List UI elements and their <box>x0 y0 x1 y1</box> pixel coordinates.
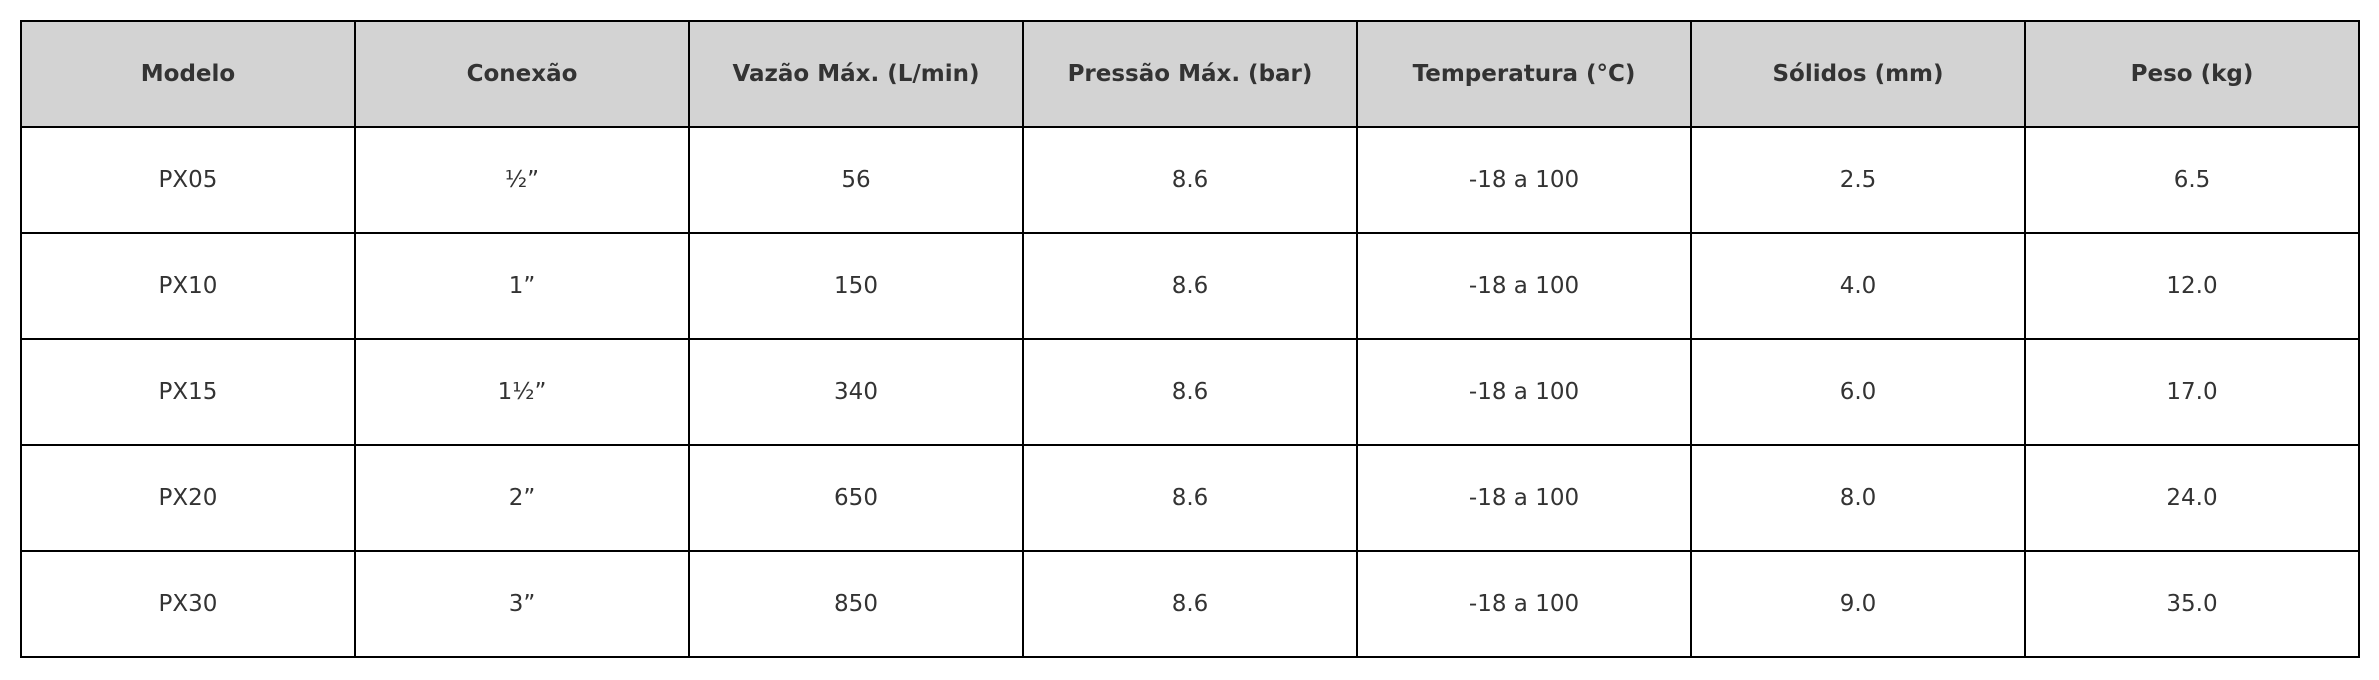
spec-table: Modelo Conexão Vazão Máx. (L/min) Pressão M… <box>20 20 2360 658</box>
table-cell: 850 <box>688 550 1024 658</box>
table-cell: -18 a 100 <box>1356 232 1692 340</box>
table-cell: 8.0 <box>1690 444 2026 552</box>
table-cell: 6.0 <box>1690 338 2026 446</box>
table-cell: 8.6 <box>1022 550 1358 658</box>
table-cell: PX20 <box>20 444 356 552</box>
header-cell: Conexão <box>354 20 690 128</box>
table-cell: 6.5 <box>2024 126 2360 234</box>
table-cell: 8.6 <box>1022 444 1358 552</box>
table-row: PX05 ½” 56 8.6 -18 a 100 2.5 6.5 <box>20 126 2360 234</box>
table-row: PX10 1” 150 8.6 -18 a 100 4.0 12.0 <box>20 232 2360 340</box>
table-cell: 1” <box>354 232 690 340</box>
table-cell: 35.0 <box>2024 550 2360 658</box>
table-row: PX30 3” 850 8.6 -18 a 100 9.0 35.0 <box>20 550 2360 658</box>
header-cell: Vazão Máx. (L/min) <box>688 20 1024 128</box>
table-cell: PX05 <box>20 126 356 234</box>
header-cell: Peso (kg) <box>2024 20 2360 128</box>
table-cell: 4.0 <box>1690 232 2026 340</box>
table-cell: 56 <box>688 126 1024 234</box>
table-cell: -18 a 100 <box>1356 338 1692 446</box>
table-cell: 8.6 <box>1022 232 1358 340</box>
table-cell: 1½” <box>354 338 690 446</box>
table-cell: PX10 <box>20 232 356 340</box>
table-cell: 2” <box>354 444 690 552</box>
table-cell: 24.0 <box>2024 444 2360 552</box>
table-cell: 150 <box>688 232 1024 340</box>
header-row: Modelo Conexão Vazão Máx. (L/min) Pressão M… <box>20 20 2360 128</box>
table-cell: 17.0 <box>2024 338 2360 446</box>
header-cell: Pressão Máx. (bar) <box>1022 20 1358 128</box>
table-cell: -18 a 100 <box>1356 550 1692 658</box>
table-cell: 2.5 <box>1690 126 2026 234</box>
header-cell: Modelo <box>20 20 356 128</box>
table-body: PX05 ½” 56 8.6 -18 a 100 2.5 6.5 PX10 1” 150 8.6 -1… <box>20 126 2360 658</box>
table-row: PX15 1½” 340 8.6 -18 a 100 6.0 17.0 <box>20 338 2360 446</box>
table-cell: -18 a 100 <box>1356 126 1692 234</box>
table-row: PX20 2” 650 8.6 -18 a 100 8.0 24.0 <box>20 444 2360 552</box>
table-cell: 12.0 <box>2024 232 2360 340</box>
table-cell: 3” <box>354 550 690 658</box>
table-cell: PX30 <box>20 550 356 658</box>
table-cell: 8.6 <box>1022 126 1358 234</box>
header-cell: Temperatura (°C) <box>1356 20 1692 128</box>
header-cell: Sólidos (mm) <box>1690 20 2026 128</box>
table-cell: 650 <box>688 444 1024 552</box>
table-cell: 340 <box>688 338 1024 446</box>
table-head: Modelo Conexão Vazão Máx. (L/min) Pressão M… <box>20 20 2360 128</box>
table-cell: PX15 <box>20 338 356 446</box>
table-cell: -18 a 100 <box>1356 444 1692 552</box>
table-cell: ½” <box>354 126 690 234</box>
table-cell: 8.6 <box>1022 338 1358 446</box>
table-cell: 9.0 <box>1690 550 2026 658</box>
